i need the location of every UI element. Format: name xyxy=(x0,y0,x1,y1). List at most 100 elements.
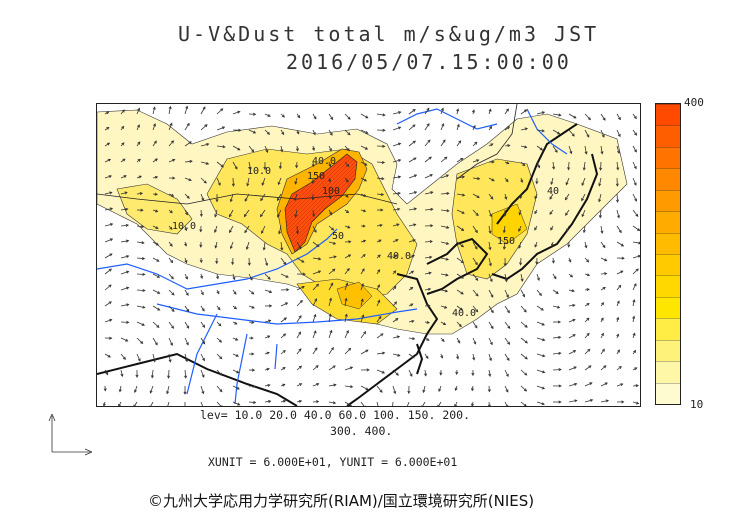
wind-arrow-head xyxy=(491,160,495,164)
wind-arrow-head xyxy=(219,372,223,376)
wind-arrow-head xyxy=(409,373,413,377)
wind-arrow-head xyxy=(157,307,161,311)
wind-arrow-head xyxy=(200,275,204,280)
wind-arrow xyxy=(296,257,305,263)
wind-arrow xyxy=(168,305,175,312)
wind-arrow xyxy=(294,193,298,201)
wind-arrow xyxy=(456,209,465,214)
wind-arrow-head xyxy=(365,115,369,119)
wind-arrow xyxy=(120,175,127,179)
wind-arrow-head xyxy=(600,151,604,155)
wind-arrow-head xyxy=(155,209,159,213)
wind-arrow-head xyxy=(363,331,367,335)
wind-arrow xyxy=(296,348,302,355)
wind-arrow-head xyxy=(558,368,562,372)
wind-arrow-head xyxy=(251,352,255,356)
wind-arrow-head xyxy=(118,404,121,406)
wind-arrow-head xyxy=(618,365,622,370)
wind-arrow-head xyxy=(427,304,431,308)
wind-arrow-head xyxy=(297,115,301,119)
wind-arrow xyxy=(600,129,605,138)
wind-arrow xyxy=(376,401,379,406)
map-canvas: 10.0 40.0 150 100 50 40.0 10.0 150 40 40… xyxy=(97,104,640,406)
wind-arrow-head xyxy=(109,336,113,340)
wind-arrow xyxy=(392,223,400,227)
wind-arrow-head xyxy=(328,163,332,168)
wind-arrow xyxy=(600,349,605,355)
wind-arrow xyxy=(200,161,209,165)
wind-arrow-head xyxy=(301,259,305,263)
wind-arrow-head xyxy=(220,108,224,112)
wind-arrow-head xyxy=(171,325,174,329)
copyright-notice: ©九州大学応用力学研究所(RIAM)/国立環境研究所(NIES) xyxy=(148,492,535,510)
wind-arrow xyxy=(184,321,190,329)
wind-arrow xyxy=(152,241,159,246)
wind-arrow-head xyxy=(620,383,624,387)
wind-arrow xyxy=(568,113,577,119)
wind-arrow-head xyxy=(634,132,638,136)
wind-arrow xyxy=(200,209,202,217)
wind-arrow-head xyxy=(440,107,444,111)
wind-arrow xyxy=(520,145,527,148)
wind-arrow-head xyxy=(507,144,511,148)
wind-arrow-head xyxy=(233,291,237,295)
wind-arrow-head xyxy=(137,124,140,128)
wind-arrow-head xyxy=(524,340,528,344)
wind-arrow-head xyxy=(216,291,220,295)
wind-arrow xyxy=(264,400,271,403)
wind-arrow xyxy=(360,129,368,134)
wind-arrow xyxy=(568,400,577,403)
wind-arrow-head xyxy=(120,373,124,378)
wind-arrow-head xyxy=(229,229,232,234)
wind-arrow xyxy=(296,383,302,387)
wind-arrow xyxy=(360,268,365,275)
wind-arrow xyxy=(565,177,570,185)
wind-arrow-head xyxy=(380,192,385,196)
wind-arrow xyxy=(232,111,240,115)
wind-arrow-head xyxy=(412,239,416,243)
wind-arrow-head xyxy=(460,275,464,279)
wind-arrow-head xyxy=(298,331,302,335)
wind-arrow xyxy=(136,241,144,244)
wind-arrow-head xyxy=(601,348,605,352)
wind-arrow xyxy=(248,289,254,295)
wind-arrow-head xyxy=(444,156,448,160)
wind-arrow-head xyxy=(185,105,189,109)
wind-arrow-head xyxy=(250,336,254,340)
wind-vectors xyxy=(102,105,640,406)
wind-arrow xyxy=(472,289,479,297)
wind-arrow xyxy=(456,225,464,231)
wind-arrow xyxy=(261,177,266,186)
wind-arrow xyxy=(264,145,268,153)
wind-arrow-head xyxy=(490,294,494,298)
wind-arrow-head xyxy=(125,223,130,227)
wind-arrow xyxy=(264,129,270,135)
wind-arrow-head xyxy=(263,166,267,171)
wind-arrow-head xyxy=(316,400,320,404)
wind-arrow-head xyxy=(581,198,584,202)
wind-arrow xyxy=(503,241,506,250)
wind-arrow-head xyxy=(395,372,399,376)
wind-arrow-head xyxy=(125,338,129,342)
wind-arrow xyxy=(503,225,506,233)
wind-arrow-head xyxy=(550,227,554,231)
wind-arrow-head xyxy=(541,111,546,115)
wind-arrow-head xyxy=(491,178,495,182)
wind-arrow xyxy=(456,140,462,147)
wind-arrow-head xyxy=(586,288,590,292)
wind-arrow xyxy=(599,209,602,218)
wind-arrow-head xyxy=(584,151,588,155)
wind-arrow-head xyxy=(172,176,176,180)
wind-arrow-head xyxy=(238,128,242,132)
wind-arrow-head xyxy=(557,320,562,324)
wind-arrow xyxy=(632,145,637,153)
wind-arrow-head xyxy=(489,213,493,218)
wind-arrow xyxy=(598,177,602,186)
wind-arrow xyxy=(376,193,384,196)
wind-arrow-head xyxy=(505,404,509,406)
wind-arrow xyxy=(230,241,234,249)
wind-arrow xyxy=(168,337,173,346)
wind-arrow-head xyxy=(311,180,315,184)
wind-arrow xyxy=(120,224,129,227)
wind-arrow-head xyxy=(237,110,241,114)
